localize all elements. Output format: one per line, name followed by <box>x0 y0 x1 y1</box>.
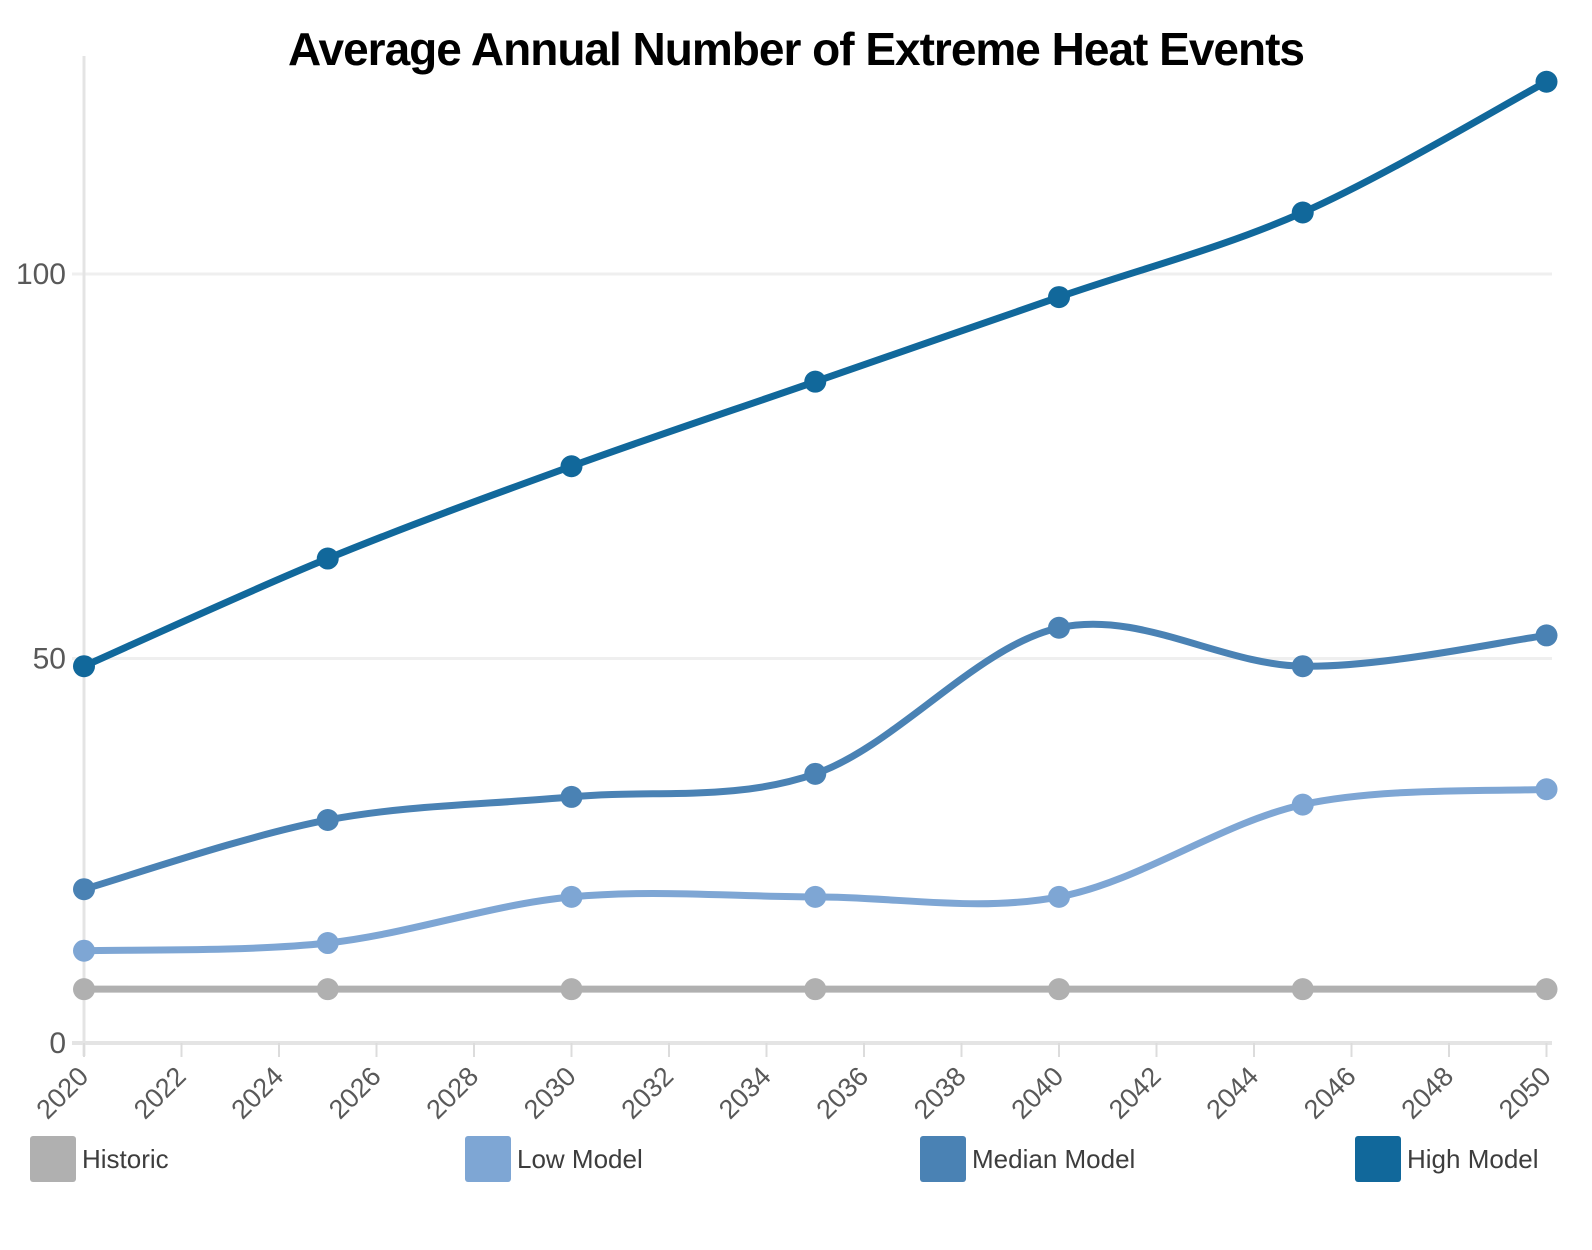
x-tick-label-2050: 2050 <box>1493 1061 1557 1125</box>
legend-item-high-model[interactable]: High Model <box>1355 1136 1539 1182</box>
x-tick-label-2048: 2048 <box>1396 1061 1460 1125</box>
data-point-low-model-2020 <box>73 939 95 962</box>
y-tick-label-100: 100 <box>16 258 66 291</box>
chart-legend: Historic Low Model Median Model High Mod… <box>0 1136 1592 1188</box>
data-point-high-model-2035 <box>804 370 827 393</box>
x-tick-label-2040: 2040 <box>1006 1061 1070 1125</box>
legend-label-low-model: Low Model <box>517 1143 643 1174</box>
x-tick-label-2034: 2034 <box>713 1061 777 1125</box>
x-tick-label-2030: 2030 <box>518 1061 582 1125</box>
line-chart-canvas: 0 50 100 2020 2022 2024 2026 2028 2030 2032 2034 20… <box>16 56 1558 1125</box>
data-point-median-model-2030 <box>560 785 583 808</box>
data-point-low-model-2050 <box>1535 778 1558 801</box>
data-point-historic-2045 <box>1291 978 1314 1001</box>
legend-item-median-model[interactable]: Median Model <box>920 1136 1135 1182</box>
x-tick-label-2024: 2024 <box>226 1061 290 1125</box>
x-tick-label-2038: 2038 <box>908 1061 972 1125</box>
historic-swatch <box>30 1136 76 1182</box>
legend-label-high-model: High Model <box>1407 1143 1539 1174</box>
data-point-low-model-2035 <box>804 885 827 908</box>
data-point-high-model-2040 <box>1048 286 1070 309</box>
data-point-low-model-2045 <box>1291 793 1314 816</box>
data-point-median-model-2035 <box>804 762 827 785</box>
x-tick-label-2046: 2046 <box>1298 1061 1362 1125</box>
data-point-historic-2020 <box>73 978 95 1001</box>
data-point-high-model-2020 <box>73 655 95 678</box>
x-tick-label-2044: 2044 <box>1201 1061 1265 1125</box>
x-tick-label-2020: 2020 <box>31 1061 95 1125</box>
x-tick-label-2036: 2036 <box>811 1061 875 1125</box>
x-tick-label-2026: 2026 <box>323 1061 387 1125</box>
x-tick-label-2032: 2032 <box>616 1061 680 1125</box>
high-model-swatch <box>1355 1136 1401 1182</box>
data-point-high-model-2030 <box>560 455 583 478</box>
data-point-low-model-2030 <box>560 885 583 908</box>
data-point-historic-2030 <box>560 978 583 1001</box>
legend-item-low-model[interactable]: Low Model <box>465 1136 643 1182</box>
data-point-historic-2035 <box>804 978 827 1001</box>
y-tick-label-0: 0 <box>49 1027 66 1060</box>
data-point-low-model-2025 <box>316 932 339 955</box>
data-point-median-model-2025 <box>316 808 339 831</box>
data-point-median-model-2050 <box>1535 624 1558 647</box>
y-tick-label-50: 50 <box>33 643 66 676</box>
data-point-median-model-2045 <box>1291 655 1314 678</box>
legend-label-median-model: Median Model <box>972 1143 1136 1174</box>
median-model-swatch <box>920 1136 966 1182</box>
data-point-median-model-2020 <box>73 878 95 901</box>
x-tick-label-2028: 2028 <box>421 1061 485 1125</box>
legend-item-historic[interactable]: Historic <box>30 1136 169 1182</box>
x-tick-label-2022: 2022 <box>128 1061 192 1125</box>
data-point-historic-2025 <box>316 978 339 1001</box>
legend-label-historic: Historic <box>82 1143 169 1174</box>
low-model-swatch <box>465 1136 511 1182</box>
series-line-median-model <box>80 620 1550 893</box>
data-point-historic-2040 <box>1048 978 1070 1001</box>
series-line-low-model <box>80 785 1550 955</box>
chart-title: Average Annual Number of Extreme Heat Ev… <box>287 23 1305 75</box>
data-point-high-model-2025 <box>316 547 339 570</box>
data-point-historic-2050 <box>1535 978 1558 1001</box>
data-point-high-model-2045 <box>1291 201 1314 224</box>
data-point-high-model-2050 <box>1535 70 1558 93</box>
x-tick-label-2042: 2042 <box>1103 1061 1167 1125</box>
data-point-low-model-2040 <box>1048 885 1070 908</box>
data-point-median-model-2040 <box>1048 616 1070 639</box>
